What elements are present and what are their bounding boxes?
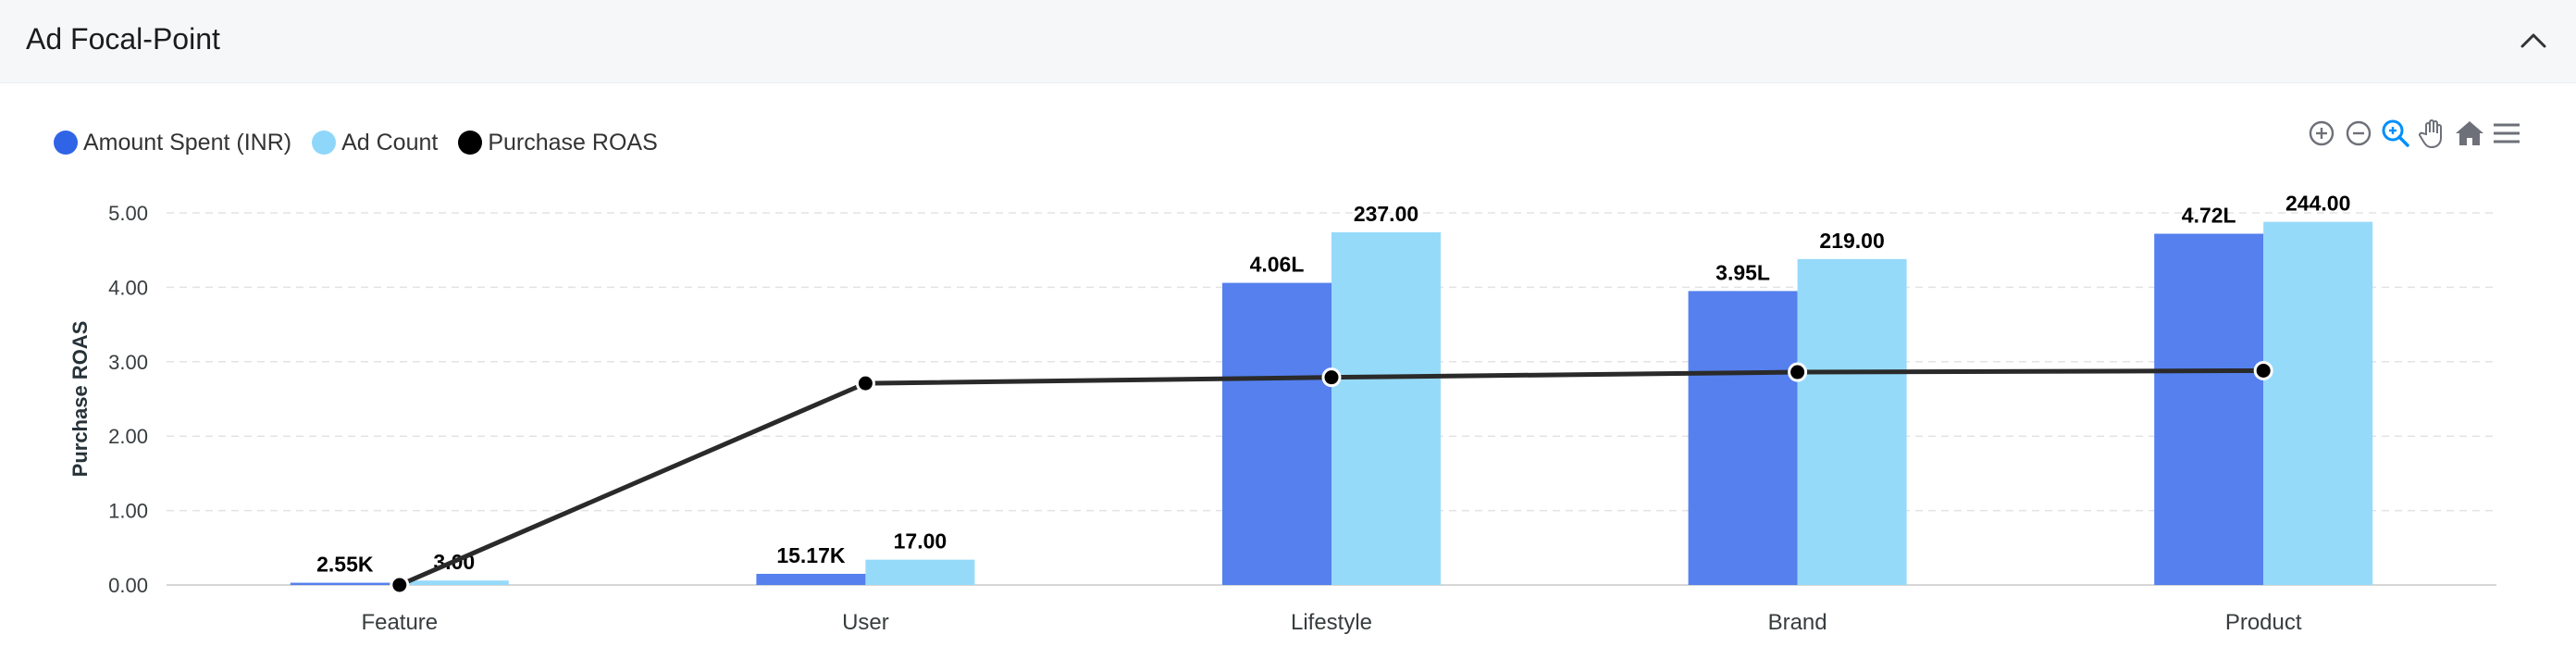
bar-ad-count xyxy=(2263,221,2373,585)
legend-label: Purchase ROAS xyxy=(488,129,658,156)
zoom-out-icon[interactable] xyxy=(2341,116,2376,151)
bar-ad-count xyxy=(1331,231,1441,585)
y-tick-label: 4.00 xyxy=(108,276,148,299)
legend-item-amount-spent[interactable]: Amount Spent (INR) xyxy=(54,130,291,156)
panel-title: Ad Focal-Point xyxy=(26,22,220,56)
bar-ad-count xyxy=(865,559,975,585)
bar-amount-spent xyxy=(2154,233,2264,585)
legend-marker-purchase-roas xyxy=(458,131,483,155)
bar-ad-count xyxy=(399,580,509,585)
y-tick-label: 1.00 xyxy=(108,500,148,523)
zoom-select-icon[interactable] xyxy=(2378,116,2413,151)
home-reset-icon[interactable] xyxy=(2452,116,2487,151)
y-tick-label: 0.00 xyxy=(108,574,148,597)
data-label: 4.06L xyxy=(1250,253,1305,277)
pan-hand-icon[interactable] xyxy=(2415,116,2450,151)
bar-ad-count xyxy=(1797,258,1907,585)
chart-legend: Amount Spent (INR) Ad Count Purchase ROA… xyxy=(54,124,678,161)
point-purchase-roas xyxy=(855,373,875,393)
x-tick-label: Brand xyxy=(1768,610,1827,635)
point-purchase-roas xyxy=(1321,367,1342,388)
data-label: 2.55K xyxy=(316,553,374,577)
bar-amount-spent xyxy=(756,573,866,585)
point-purchase-roas xyxy=(1788,362,1808,382)
bar-amount-spent xyxy=(1222,282,1331,585)
data-label: 244.00 xyxy=(2285,192,2350,216)
legend-label: Ad Count xyxy=(341,129,439,156)
y-tick-label: 2.00 xyxy=(108,425,148,448)
y-tick-label: 5.00 xyxy=(108,202,148,225)
legend-item-purchase-roas[interactable]: Purchase ROAS xyxy=(458,129,658,156)
chart-toolbar xyxy=(2304,115,2526,152)
y-tick-label: 3.00 xyxy=(108,351,148,374)
zoom-in-icon[interactable] xyxy=(2304,116,2339,151)
legend-marker-amount-spent xyxy=(54,131,78,155)
legend-marker-ad-count xyxy=(312,131,337,155)
chart-plot: 0.00 1.00 2.00 3.00 4.00 5.00 Purchase ROAS 2.5… xyxy=(68,192,2496,635)
data-label: 219.00 xyxy=(1819,229,1884,253)
data-label: 237.00 xyxy=(1354,202,1418,226)
legend-label: Amount Spent (INR) xyxy=(83,129,292,156)
bar-amount-spent xyxy=(290,582,400,585)
x-tick-label: Product xyxy=(2225,610,2302,635)
data-label: 3.95L xyxy=(1715,260,1770,284)
x-tick-label: Feature xyxy=(361,610,438,635)
x-tick-label: User xyxy=(842,610,889,635)
legend-item-ad-count[interactable]: Ad Count xyxy=(312,130,438,156)
menu-icon[interactable] xyxy=(2489,116,2524,151)
panel-header: Ad Focal-Point xyxy=(0,0,2576,83)
data-label: 15.17K xyxy=(776,543,846,567)
point-purchase-roas xyxy=(2253,360,2273,380)
data-label: 4.72L xyxy=(2182,204,2236,228)
data-label: 17.00 xyxy=(894,529,947,554)
collapse-chevron-up-icon[interactable] xyxy=(2515,22,2552,59)
bar-amount-spent xyxy=(1688,291,1798,585)
x-tick-label: Lifestyle xyxy=(1291,610,1372,635)
point-purchase-roas xyxy=(390,575,410,595)
y-axis-title: Purchase ROAS xyxy=(68,321,92,478)
